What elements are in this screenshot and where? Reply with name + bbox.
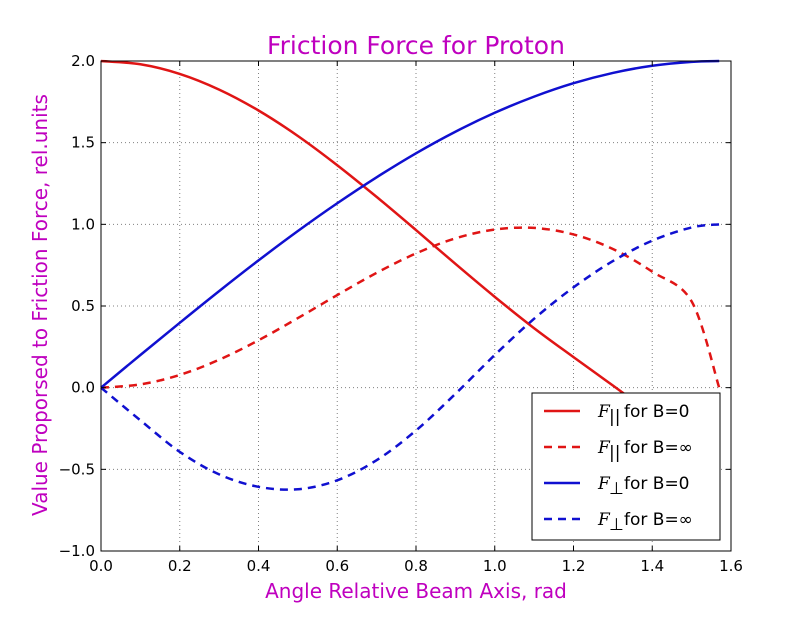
- x-tick-label: 0.8: [404, 557, 428, 575]
- chart-title: Friction Force for Proton: [267, 31, 565, 60]
- x-tick-label: 0.4: [247, 557, 271, 575]
- x-tick-label: 1.2: [562, 557, 586, 575]
- axis-ticks: 0.0 0.2 0.4 0.6 0.8 1.0 1.2 1.4 1.6 −1.0 −0.5 0.0 0.…: [59, 52, 743, 575]
- legend-entry: F || for B=0: [544, 402, 690, 427]
- legend-subscript: ⊥: [609, 479, 624, 499]
- legend-label: for B=0: [624, 402, 690, 422]
- legend-symbol: F: [597, 474, 611, 494]
- legend-label: for B=∞: [624, 510, 693, 530]
- legend: F || for B=0F || for B=∞F ⊥ for B=0F ⊥ for B=∞: [531, 392, 721, 541]
- legend-symbol: F: [597, 438, 611, 458]
- x-tick-label: 0.6: [325, 557, 349, 575]
- legend-entry: F ⊥ for B=0: [544, 474, 690, 499]
- legend-entry: F ⊥ for B=∞: [544, 510, 693, 535]
- y-tick-label: 1.0: [71, 215, 95, 233]
- y-tick-label: −1.0: [59, 542, 95, 560]
- series-line-3: [100, 59, 720, 389]
- x-tick-label: 1.4: [640, 557, 664, 575]
- x-axis-label: Angle Relative Beam Axis, rad: [265, 579, 567, 603]
- legend-box: [531, 392, 721, 541]
- legend-label: for B=∞: [624, 438, 693, 458]
- legend-symbol: F: [597, 402, 611, 422]
- x-tick-label: 0.0: [89, 557, 113, 575]
- legend-subscript: ||: [609, 443, 620, 463]
- legend-subscript: ||: [609, 407, 620, 427]
- y-tick-label: 2.0: [71, 52, 95, 70]
- y-axis-label: Value Proporsed to Friction Force, rel.u…: [28, 94, 52, 516]
- legend-subscript: ⊥: [609, 515, 624, 535]
- x-tick-label: 1.6: [719, 557, 743, 575]
- y-tick-label: 0.5: [71, 297, 95, 315]
- y-tick-label: −0.5: [59, 460, 95, 478]
- x-tick-label: 1.0: [483, 557, 507, 575]
- legend-label: for B=0: [624, 474, 690, 494]
- x-tick-label: 0.2: [168, 557, 192, 575]
- y-tick-label: 0.0: [71, 379, 95, 397]
- legend-entry: F || for B=∞: [544, 438, 693, 463]
- y-tick-label: 1.5: [71, 134, 95, 152]
- legend-symbol: F: [597, 510, 611, 530]
- series-line-4: [100, 223, 720, 491]
- grid: [101, 61, 731, 551]
